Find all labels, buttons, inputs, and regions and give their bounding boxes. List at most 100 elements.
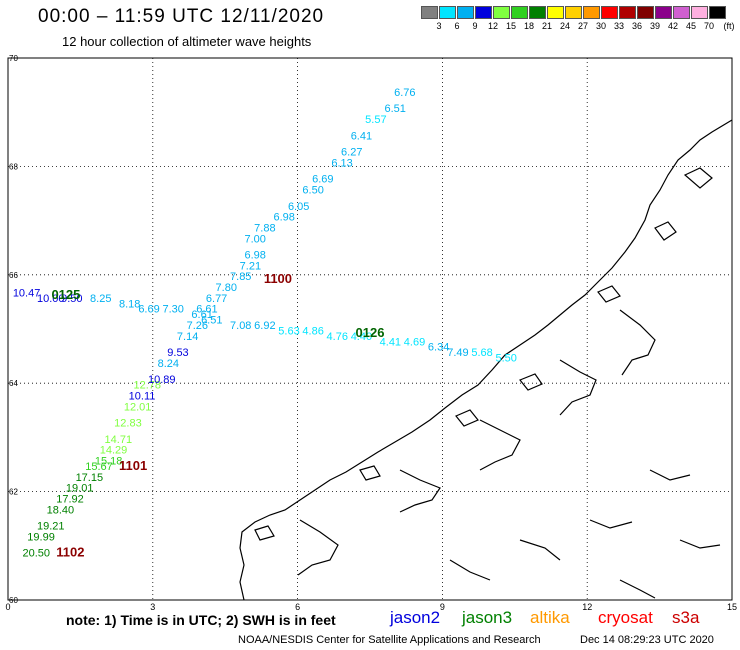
swh-value-label: 10.47 xyxy=(13,287,41,299)
swh-value-label: 6.50 xyxy=(302,185,323,197)
x-tick-label: 0 xyxy=(5,602,10,612)
credit-line: NOAA/NESDIS Center for Satellite Applica… xyxy=(238,634,541,646)
swh-value-label: 5.57 xyxy=(365,114,386,126)
swh-value-label: 6.98 xyxy=(273,212,294,224)
swh-value-label: 6.76 xyxy=(394,87,415,99)
coastline-fjord-4 xyxy=(399,469,441,513)
swh-value-label: 7.00 xyxy=(245,233,266,245)
legend-swatch xyxy=(547,6,564,19)
legend-unit: (ft) xyxy=(723,21,735,31)
swh-value-label: 7.26 xyxy=(187,320,208,332)
legend-label: 45 xyxy=(685,21,696,31)
legend-swatch xyxy=(529,6,546,19)
coastline-fjord-5 xyxy=(297,519,339,576)
swh-value-label: 17.15 xyxy=(76,472,104,484)
norway-coastline xyxy=(239,119,733,601)
legend-label: 70 xyxy=(703,21,714,31)
swh-value-label: 19.21 xyxy=(37,521,65,533)
legend-label: 30 xyxy=(595,21,606,31)
swh-value-label: 6.92 xyxy=(254,320,275,332)
swh-value-label: 5.50 xyxy=(495,353,516,365)
swh-value-label: 4.69 xyxy=(404,336,425,348)
mission-label: s3a xyxy=(672,608,700,627)
legend-label: 42 xyxy=(667,21,678,31)
swh-value-label: 7.30 xyxy=(162,304,183,316)
swh-value-label: 8.24 xyxy=(158,358,179,370)
legend-swatch xyxy=(565,6,582,19)
map-frame xyxy=(7,57,733,601)
legend-swatch xyxy=(655,6,672,19)
lake-3 xyxy=(519,539,561,561)
swh-value-label: 6.34 xyxy=(428,342,449,354)
swh-value-label: 6.51 xyxy=(384,103,405,115)
y-tick-label: 64 xyxy=(9,379,18,388)
lake-6 xyxy=(619,579,656,599)
legend-label: 9 xyxy=(472,21,478,31)
swh-value-label: 6.69 xyxy=(312,174,333,186)
timestamp: Dec 14 08:29:23 UTC 2020 xyxy=(580,634,714,646)
swh-value-label: 4.76 xyxy=(327,331,348,343)
legend-label: 36 xyxy=(631,21,642,31)
swh-value-label: 6.69 xyxy=(138,304,159,316)
swh-value-label: 7.88 xyxy=(254,222,275,234)
legend-swatch xyxy=(583,6,600,19)
lake-4 xyxy=(449,559,491,581)
swh-value-label: 7.08 xyxy=(230,320,251,332)
x-tick-label: 12 xyxy=(582,602,592,612)
pass-time-label: 1102 xyxy=(56,545,84,560)
island-7 xyxy=(254,525,275,541)
legend-swatch xyxy=(709,6,726,19)
swh-value-label: 5.68 xyxy=(471,347,492,359)
swh-value-label: 6.05 xyxy=(288,201,309,213)
swh-value-label: 9.50 xyxy=(61,293,82,305)
swh-value-label: 5.63 xyxy=(278,325,299,337)
mission-label: jason2 xyxy=(390,608,441,627)
lake-1 xyxy=(649,469,691,481)
swh-value-label: 19.01 xyxy=(66,483,94,495)
mission-label: altika xyxy=(530,608,570,627)
mission-label: cryosat xyxy=(598,608,653,627)
legend-swatch xyxy=(601,6,618,19)
y-tick-label: 70 xyxy=(9,54,18,63)
legend-label: 3 xyxy=(436,21,442,31)
pass-time-label: 1100 xyxy=(264,271,292,286)
legend-label: 24 xyxy=(559,21,570,31)
swh-value-label: 17.92 xyxy=(56,493,84,505)
x-tick-label: 9 xyxy=(440,602,445,612)
swh-value-label: 4.41 xyxy=(380,336,401,348)
legend-swatch xyxy=(637,6,654,19)
swh-value-label: 18.40 xyxy=(47,504,75,516)
swh-value-label: 7.80 xyxy=(216,282,237,294)
y-tick-label: 68 xyxy=(9,162,18,171)
legend-swatch xyxy=(439,6,456,19)
lake-2 xyxy=(589,519,633,529)
swh-value-label: 7.49 xyxy=(447,347,468,359)
swh-value-label: 6.13 xyxy=(331,157,352,169)
swh-value-label: 10.00 xyxy=(37,293,65,305)
pass-time-label: 0125 xyxy=(51,287,80,302)
swh-value-label: 4.86 xyxy=(302,325,323,337)
x-tick-label: 3 xyxy=(150,602,155,612)
swh-value-label: 12.01 xyxy=(124,401,152,413)
coastline-main xyxy=(239,119,733,601)
swh-value-label: 12.78 xyxy=(133,380,161,392)
axis-ticks: 0 3 6 9 12 15 60 62 64 66 68 70 xyxy=(5,54,737,612)
swh-value-label: 6.41 xyxy=(351,130,372,142)
lake-5 xyxy=(679,539,721,549)
map-subtitle: 12 hour collection of altimeter wave hei… xyxy=(62,34,312,49)
swh-value-label: 6.51 xyxy=(201,315,222,327)
legend-label: 27 xyxy=(577,21,588,31)
y-tick-label: 66 xyxy=(9,271,18,280)
swh-value-label: 15.18 xyxy=(95,456,123,468)
legend-label: 18 xyxy=(523,21,534,31)
swh-value-label: 14.71 xyxy=(105,434,133,446)
legend-swatch xyxy=(421,6,438,19)
legend-label: 6 xyxy=(454,21,460,31)
mission-label: jason3 xyxy=(462,608,513,627)
legend-label: 15 xyxy=(505,21,516,31)
x-tick-label: 6 xyxy=(295,602,300,612)
legend-swatch xyxy=(475,6,492,19)
island-5 xyxy=(455,409,479,427)
